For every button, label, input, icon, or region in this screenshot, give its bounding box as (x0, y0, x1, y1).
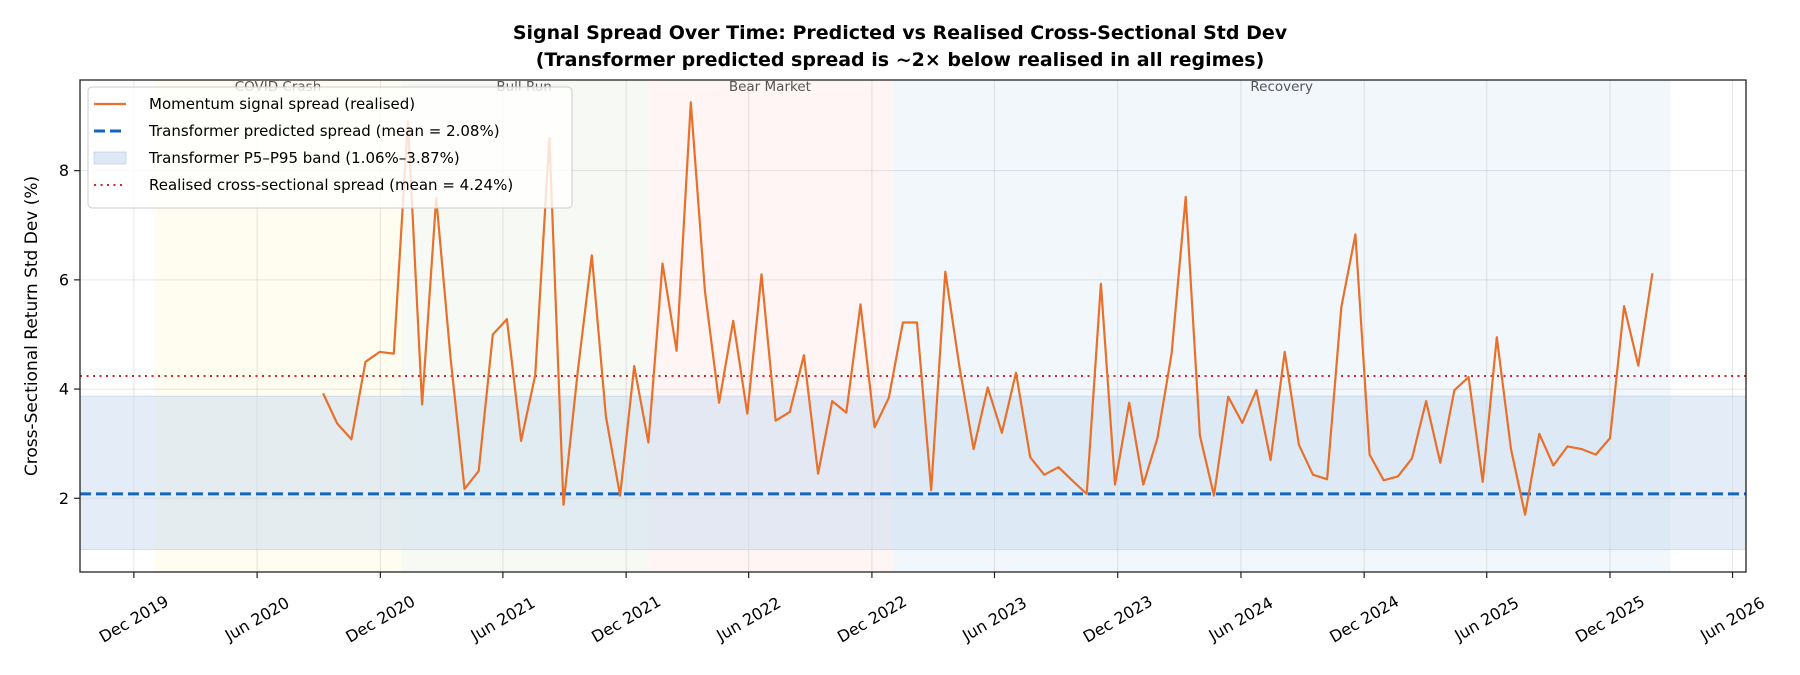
x-tick-label: Dec 2019 (96, 592, 172, 647)
regime-label: Bear Market (729, 79, 811, 95)
legend-label: Momentum signal spread (realised) (149, 95, 415, 113)
y-tick-label: 4 (59, 380, 69, 399)
legend-box (87, 86, 573, 209)
x-tick-label: Dec 2023 (1080, 592, 1156, 647)
legend-label: Transformer P5–P95 band (1.06%–3.87%) (148, 149, 460, 167)
x-tick-label: Jun 2024 (1205, 593, 1277, 645)
y-axis-label: Cross-Sectional Return Std Dev (%) (22, 176, 42, 476)
y-tick-label: 2 (59, 489, 69, 508)
momentum-spread-line (322, 101, 1654, 516)
legend-label: Realised cross-sectional spread (mean = … (149, 176, 513, 194)
x-tick-label: Dec 2021 (588, 592, 664, 647)
x-tick-label: Jun 2020 (221, 593, 293, 645)
x-tick-label: Jun 2026 (1696, 593, 1768, 645)
regime-label: Recovery (1250, 79, 1313, 95)
legend: Momentum signal spread (realised) Transfo… (87, 86, 573, 209)
x-tick-label: Dec 2024 (1326, 592, 1402, 647)
y-tick-label: 8 (59, 161, 69, 180)
x-tick-label: Dec 2020 (342, 592, 418, 647)
p5-p95-band-area (79, 395, 1747, 551)
legend-label: Transformer predicted spread (mean = 2.0… (148, 122, 500, 140)
x-tick-label: Dec 2022 (834, 592, 910, 647)
chart-subtitle: (Transformer predicted spread is ~2× bel… (536, 49, 1265, 71)
x-tick-label: Jun 2023 (958, 593, 1030, 645)
plot-frame (79, 79, 1747, 573)
y-tick-label: 6 (59, 270, 69, 289)
p5-p95-band (79, 395, 1747, 551)
x-tick-label: Jun 2022 (712, 593, 784, 645)
x-tick-label: Jun 2021 (467, 593, 539, 645)
series-lines (80, 101, 1746, 516)
x-tick-label: Jun 2025 (1450, 593, 1522, 645)
x-tick-label: Dec 2025 (1572, 592, 1648, 647)
legend-swatch-band (93, 151, 127, 165)
chart-title: Signal Spread Over Time: Predicted vs Re… (513, 22, 1288, 44)
